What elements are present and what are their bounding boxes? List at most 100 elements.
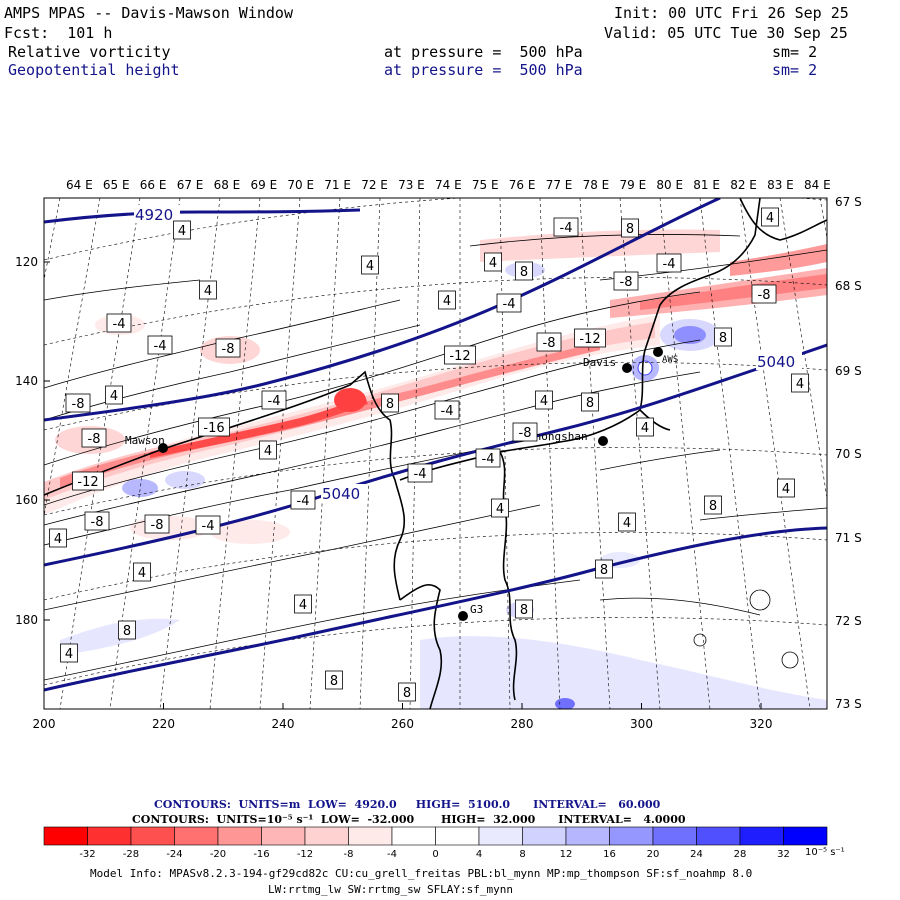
vorticity-value-label: 8 xyxy=(581,392,599,412)
svg-text:4: 4 xyxy=(138,566,146,581)
lon-label: 73 E xyxy=(398,178,425,192)
field1-smoothing: sm= 2 xyxy=(772,43,818,61)
vorticity-value-label: -12 xyxy=(72,471,104,491)
height-label-5040-west: 5040 xyxy=(322,485,360,503)
height-label-4920: 4920 xyxy=(135,206,173,224)
vorticity-value-label: -8 xyxy=(751,284,777,304)
lon-label: 78 E xyxy=(583,178,610,192)
height-contours xyxy=(44,198,827,692)
svg-text:-16: -16 xyxy=(203,421,224,436)
colorbar-swatch xyxy=(391,826,436,846)
vorticity-value-label: 4 xyxy=(777,478,795,498)
vorticity-value-label: 4 xyxy=(535,390,553,410)
svg-text:-4: -4 xyxy=(113,317,126,332)
forecast-hour: Fcst: 101 h xyxy=(4,24,113,42)
svg-text:4: 4 xyxy=(641,421,649,436)
vorticity-value-label: -4 xyxy=(195,515,221,535)
lat-label: 70 S xyxy=(835,447,862,461)
lon-label: 80 E xyxy=(656,178,683,192)
lat-label: 68 S xyxy=(835,279,862,293)
svg-text:4: 4 xyxy=(54,532,62,547)
svg-text:4: 4 xyxy=(299,598,307,613)
vorticity-value-label: 4 xyxy=(361,255,379,275)
vorticity-value-label: -4 xyxy=(496,293,522,313)
colorbar-swatch xyxy=(609,826,654,846)
vorticity-value-label: 4 xyxy=(491,498,509,518)
vorticity-value-label: -8 xyxy=(144,514,170,534)
svg-text:-8: -8 xyxy=(91,515,104,530)
svg-text:8: 8 xyxy=(709,499,717,514)
vorticity-contours xyxy=(44,234,827,681)
x-tick-label: 240 xyxy=(272,717,295,731)
colorbar-label: -16 xyxy=(253,849,269,860)
vorticity-value-label: -16 xyxy=(198,417,230,437)
vorticity-value-label: 4 xyxy=(173,220,191,240)
svg-text:-4: -4 xyxy=(154,339,167,354)
station-g3-marker xyxy=(458,611,468,621)
vorticity-value-label: 8 xyxy=(118,620,136,640)
svg-text:8: 8 xyxy=(520,603,528,618)
lat-label: 69 S xyxy=(835,364,862,378)
svg-text:4: 4 xyxy=(796,377,804,392)
colorbar-label: 0 xyxy=(432,849,438,860)
vorticity-value-label: -8 xyxy=(512,422,538,442)
colorbar-swatch xyxy=(261,826,306,846)
vorticity-value-label: -4 xyxy=(656,253,682,273)
colorbar-label: -24 xyxy=(166,849,182,860)
station-mawson-label: Mawson xyxy=(125,434,165,447)
lon-label: 70 E xyxy=(287,178,314,192)
vorticity-value-label: -4 xyxy=(290,490,316,510)
colorbar-swatch xyxy=(130,826,175,846)
vorticity-value-label: 8 xyxy=(595,559,613,579)
vorticity-value-label: -4 xyxy=(261,390,287,410)
svg-text:4: 4 xyxy=(496,502,504,517)
x-tick-label: 220 xyxy=(152,717,175,731)
lon-label: 76 E xyxy=(509,178,536,192)
field1-name: Relative vorticity xyxy=(8,43,171,61)
svg-text:-12: -12 xyxy=(449,349,470,364)
svg-text:8: 8 xyxy=(626,222,634,237)
colorbar-swatch xyxy=(435,826,480,846)
lat-label: 72 S xyxy=(835,614,862,628)
vorticity-value-label: 4 xyxy=(636,417,654,437)
vorticity-value-label: -4 xyxy=(475,448,501,468)
contours-info-vorticity: CONTOURS: UNITS=10⁻⁵ s⁻¹ LOW= -32.000 HI… xyxy=(132,813,686,826)
y-tick-label: 160 xyxy=(15,493,38,507)
colorbar-swatch xyxy=(522,826,567,846)
lon-label: 83 E xyxy=(767,178,794,192)
station-zhongshan-marker xyxy=(598,436,608,446)
coastline xyxy=(44,198,827,709)
station-davis-marker xyxy=(622,363,632,373)
colorbar-swatch xyxy=(783,826,828,846)
lon-label: 67 E xyxy=(177,178,204,192)
svg-text:4: 4 xyxy=(110,389,118,404)
colorbar-swatch xyxy=(304,826,349,846)
contours-info-height: CONTOURS: UNITS=m LOW= 4920.0 HIGH= 5100… xyxy=(154,798,661,811)
vorticity-value-label: -4 xyxy=(147,335,173,355)
svg-text:8: 8 xyxy=(719,331,727,346)
colorbar-label: 28 xyxy=(734,849,747,860)
colorbar-label: -32 xyxy=(79,849,95,860)
vorticity-value-label: -4 xyxy=(407,463,433,483)
vorticity-value-label: 8 xyxy=(325,670,343,690)
svg-text:-12: -12 xyxy=(579,332,600,347)
x-tick-label: 280 xyxy=(511,717,534,731)
vorticity-value-label: 8 xyxy=(621,218,639,238)
y-axis-ticks: 120 140 160 180 xyxy=(15,255,50,627)
field2-smoothing: sm= 2 xyxy=(772,61,818,79)
vorticity-value-label: 8 xyxy=(381,393,399,413)
colorbar-swatch xyxy=(478,826,523,846)
field1-level: at pressure = 500 hPa xyxy=(384,43,583,61)
field2-level: at pressure = 500 hPa xyxy=(384,61,583,79)
y-tick-label: 120 xyxy=(15,255,38,269)
colorbar-swatch xyxy=(217,826,262,846)
vorticity-shading xyxy=(44,229,827,709)
vorticity-value-label: -8 xyxy=(215,338,241,358)
init-time: Init: 00 UTC Fri 26 Sep 25 xyxy=(614,4,849,22)
svg-text:4: 4 xyxy=(366,259,374,274)
svg-text:4: 4 xyxy=(623,516,631,531)
colorbar-label: 16 xyxy=(603,849,616,860)
lon-label: 74 E xyxy=(435,178,462,192)
vorticity-value-label: 4 xyxy=(60,643,78,663)
